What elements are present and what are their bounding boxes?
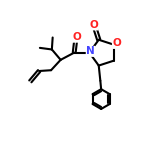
Text: O: O	[89, 20, 98, 30]
Text: O: O	[112, 38, 121, 48]
Text: N: N	[86, 46, 95, 56]
Text: O: O	[72, 32, 81, 42]
